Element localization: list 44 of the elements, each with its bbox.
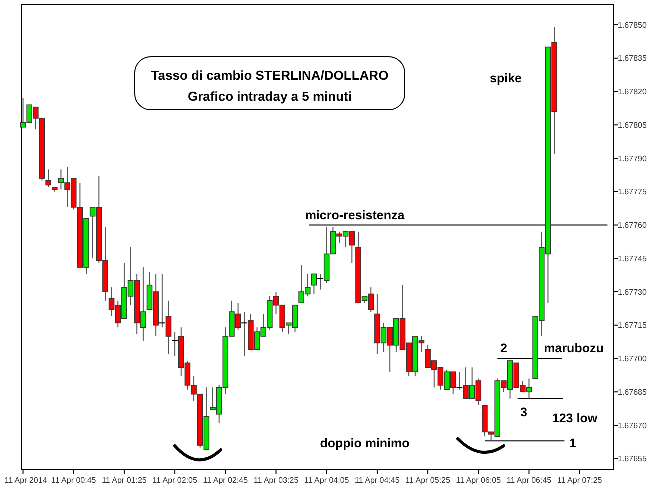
y-tick-label: 1.67820: [618, 88, 648, 97]
y-tick-label: 1.67670: [618, 421, 648, 430]
y-tick-label: 1.67835: [618, 54, 648, 64]
candlestick: [166, 300, 172, 355]
y-tick-label: 1.67700: [618, 354, 648, 364]
x-tick-label: 11 Apr 07:25: [557, 476, 603, 485]
x-tick-label: 11 Apr 06:45: [506, 476, 552, 485]
y-tick-label: 1.67655: [618, 454, 648, 464]
annotation: 3: [520, 405, 528, 420]
y-tick-label: 1.67790: [618, 154, 648, 164]
text: Grafico intraday a 5 minuti: [188, 89, 352, 104]
candlestick: [456, 372, 464, 390]
x-tick-label: 11 Apr 02:05: [152, 476, 198, 485]
y-tick-label: 1.67685: [618, 388, 648, 397]
x-tick-label: 11 Apr 2014: [4, 476, 48, 485]
x-tick-label: 11 Apr 01:25: [102, 476, 148, 485]
candlestick: [317, 274, 324, 290]
x-tick-label: 11 Apr 06:05: [456, 476, 502, 485]
annotation: doppio minimo: [320, 436, 410, 450]
annotation: 123 low: [552, 411, 598, 426]
candlestick: [172, 332, 179, 358]
annotation: 2: [500, 341, 508, 356]
y-tick-label: 1.67730: [618, 288, 648, 297]
candlestick: [311, 274, 318, 295]
x-tick-label: 11 Apr 04:45: [355, 476, 400, 485]
y-tick-label: 1.67760: [618, 221, 648, 230]
annotation: micro-resistenza: [305, 208, 406, 222]
x-tick-label: 11 Apr 00:45: [51, 476, 97, 485]
annotation: spike: [490, 71, 522, 86]
x-tick-label: 11 Apr 05:25: [406, 476, 451, 485]
text: Tasso di cambio STERLINA/DOLLARO: [151, 68, 389, 83]
x-tick-label: 11 Apr 03:25: [254, 476, 300, 485]
y-tick-label: 1.67850: [618, 20, 648, 30]
x-tick-label: 11 Apr 04:05: [304, 476, 350, 485]
x-tick-label: 11 Apr 02:45: [203, 476, 249, 485]
candlestick: [241, 312, 248, 358]
candlestick: [158, 274, 166, 328]
annotation: 1: [570, 436, 577, 450]
y-tick-label: 1.67715: [618, 321, 648, 330]
y-tick-label: 1.67745: [618, 254, 648, 264]
annotation: marubozu: [544, 341, 604, 356]
y-tick-label: 1.67805: [618, 120, 648, 130]
y-tick-label: 1.67775: [618, 188, 648, 197]
candlestick: [46, 169, 52, 188]
